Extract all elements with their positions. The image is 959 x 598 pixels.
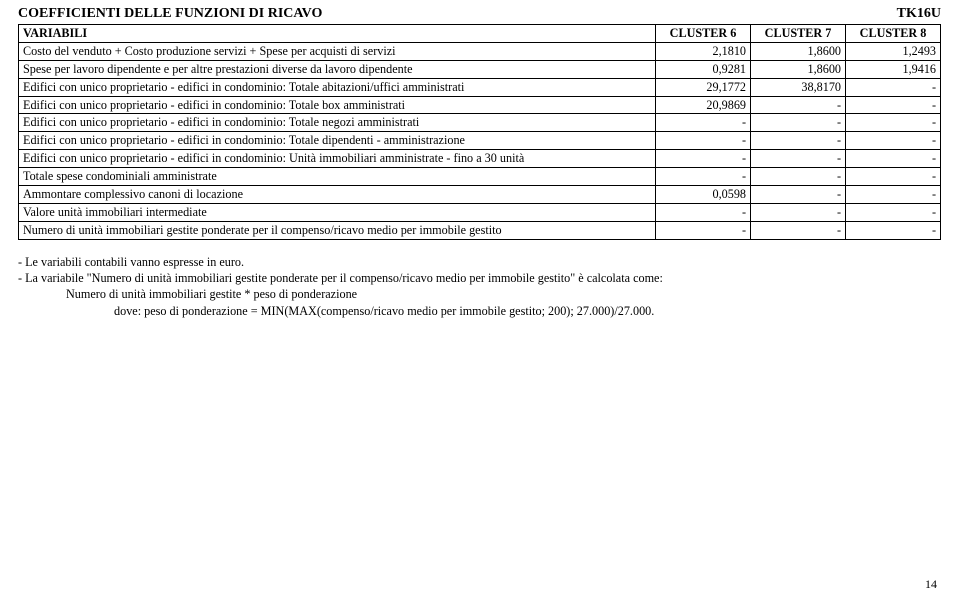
table-row: Ammontare complessivo canoni di locazion… <box>19 185 941 203</box>
cell-c8: - <box>846 114 941 132</box>
title-left: COEFFICIENTI DELLE FUNZIONI DI RICAVO <box>18 6 322 22</box>
cell-c6: 0,0598 <box>656 185 751 203</box>
row-label: Ammontare complessivo canoni di locazion… <box>19 185 656 203</box>
cell-c7: - <box>751 203 846 221</box>
col-header-var: VARIABILI <box>19 25 656 43</box>
note-line-3: Numero di unità immobiliari gestite * pe… <box>18 286 941 302</box>
cell-c8: - <box>846 185 941 203</box>
cell-c6: - <box>656 168 751 186</box>
cell-c8: - <box>846 78 941 96</box>
cell-c7: - <box>751 96 846 114</box>
cell-c7: 1,8600 <box>751 60 846 78</box>
cell-c7: 1,8600 <box>751 42 846 60</box>
cell-c7: - <box>751 114 846 132</box>
cell-c8: - <box>846 96 941 114</box>
row-label: Valore unità immobiliari intermediate <box>19 203 656 221</box>
cell-c7: - <box>751 150 846 168</box>
table-row: Costo del venduto + Costo produzione ser… <box>19 42 941 60</box>
cell-c7: - <box>751 221 846 239</box>
cell-c8: - <box>846 221 941 239</box>
table-row: Edifici con unico proprietario - edifici… <box>19 150 941 168</box>
cell-c6: - <box>656 221 751 239</box>
cell-c6: - <box>656 132 751 150</box>
row-label: Edifici con unico proprietario - edifici… <box>19 132 656 150</box>
cell-c6: 0,9281 <box>656 60 751 78</box>
cell-c6: - <box>656 150 751 168</box>
col-header-c6: CLUSTER 6 <box>656 25 751 43</box>
notes-block: - Le variabili contabili vanno espresse … <box>18 254 941 320</box>
cell-c8: - <box>846 132 941 150</box>
col-header-c8: CLUSTER 8 <box>846 25 941 43</box>
row-label: Edifici con unico proprietario - edifici… <box>19 78 656 96</box>
table-row: Edifici con unico proprietario - edifici… <box>19 96 941 114</box>
cell-c7: - <box>751 132 846 150</box>
table-row: Totale spese condominiali amministrate--… <box>19 168 941 186</box>
table-header-row: VARIABILI CLUSTER 6 CLUSTER 7 CLUSTER 8 <box>19 25 941 43</box>
row-label: Costo del venduto + Costo produzione ser… <box>19 42 656 60</box>
note-line-2: - La variabile "Numero di unità immobili… <box>18 270 941 286</box>
cell-c6: 2,1810 <box>656 42 751 60</box>
row-label: Edifici con unico proprietario - edifici… <box>19 114 656 132</box>
cell-c7: 38,8170 <box>751 78 846 96</box>
table-row: Edifici con unico proprietario - edifici… <box>19 78 941 96</box>
coeff-table: VARIABILI CLUSTER 6 CLUSTER 7 CLUSTER 8 … <box>18 24 941 240</box>
table-row: Edifici con unico proprietario - edifici… <box>19 132 941 150</box>
note-line-4: dove: peso di ponderazione = MIN(MAX(com… <box>18 303 941 319</box>
row-label: Spese per lavoro dipendente e per altre … <box>19 60 656 78</box>
cell-c7: - <box>751 185 846 203</box>
row-label: Edifici con unico proprietario - edifici… <box>19 96 656 114</box>
page-number: 14 <box>925 577 937 592</box>
cell-c6: - <box>656 203 751 221</box>
col-header-c7: CLUSTER 7 <box>751 25 846 43</box>
cell-c6: 20,9869 <box>656 96 751 114</box>
table-row: Numero di unità immobiliari gestite pond… <box>19 221 941 239</box>
cell-c8: 1,9416 <box>846 60 941 78</box>
row-label: Totale spese condominiali amministrate <box>19 168 656 186</box>
cell-c6: 29,1772 <box>656 78 751 96</box>
row-label: Numero di unità immobiliari gestite pond… <box>19 221 656 239</box>
cell-c8: 1,2493 <box>846 42 941 60</box>
cell-c6: - <box>656 114 751 132</box>
table-row: Spese per lavoro dipendente e per altre … <box>19 60 941 78</box>
cell-c7: - <box>751 168 846 186</box>
table-row: Valore unità immobiliari intermediate--- <box>19 203 941 221</box>
row-label: Edifici con unico proprietario - edifici… <box>19 150 656 168</box>
note-line-1: - Le variabili contabili vanno espresse … <box>18 254 941 270</box>
cell-c8: - <box>846 150 941 168</box>
cell-c8: - <box>846 203 941 221</box>
table-row: Edifici con unico proprietario - edifici… <box>19 114 941 132</box>
cell-c8: - <box>846 168 941 186</box>
title-right: TK16U <box>897 6 941 22</box>
